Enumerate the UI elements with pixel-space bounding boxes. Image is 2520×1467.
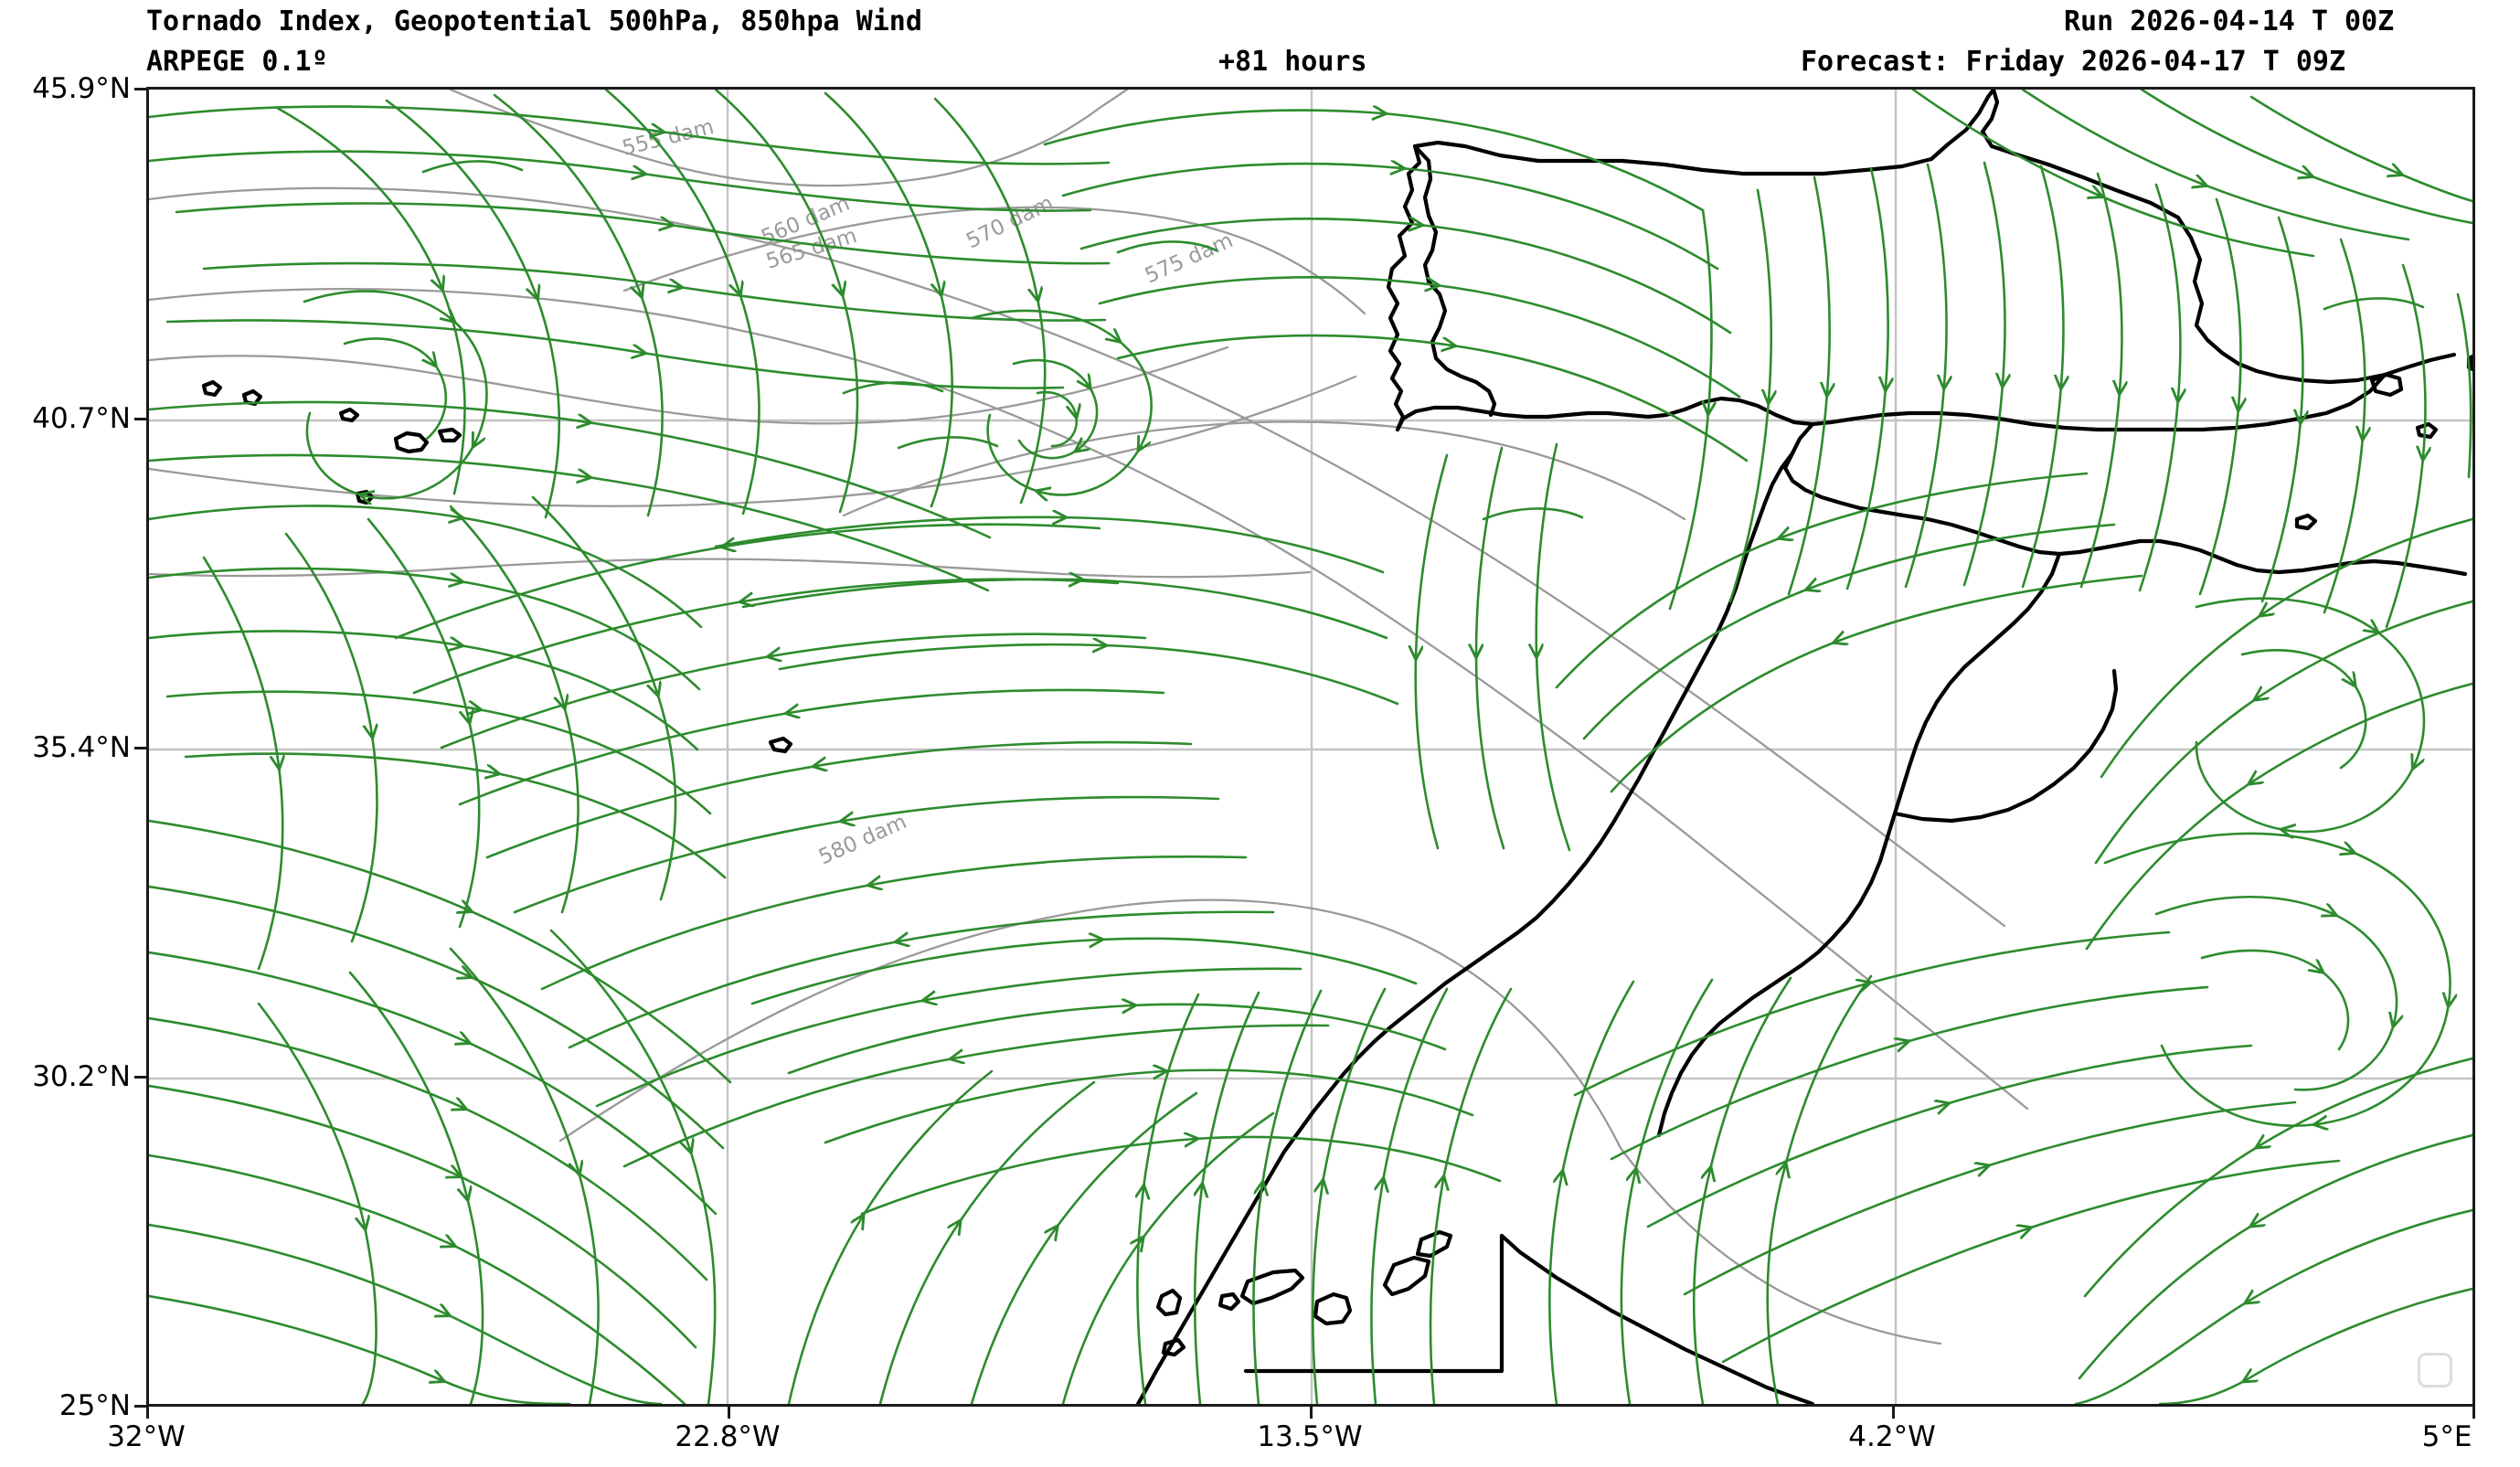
contour-label-570: 570 dam bbox=[962, 191, 1057, 253]
lead-time-label: +81 hours bbox=[1218, 46, 1367, 78]
y-tickmark-3 bbox=[134, 1076, 146, 1079]
model-label: ARPEGE 0.1º bbox=[146, 46, 328, 78]
y-tick-label-40-7: 40.7°N bbox=[32, 402, 131, 435]
y-tick-label-30-2: 30.2°N bbox=[32, 1060, 131, 1093]
map-plot-area[interactable]: 555 dam 560 dam 565 dam 570 dam 575 dam … bbox=[146, 87, 2475, 1407]
geopotential-contours bbox=[149, 90, 2029, 1345]
x-tickmark-2 bbox=[1310, 1407, 1313, 1419]
y-tickmark-1 bbox=[134, 418, 146, 420]
y-tickmark-4 bbox=[134, 1405, 146, 1408]
contour-label-575: 575 dam bbox=[1142, 229, 1237, 288]
x-tickmark-0 bbox=[146, 1407, 149, 1419]
run-timestamp-label: Run 2026-04-14 T 00Z bbox=[2064, 5, 2395, 37]
x-tick-label-32w: 32°W bbox=[107, 1420, 186, 1453]
page-title: Tornado Index, Geopotential 500hPa, 850h… bbox=[146, 5, 922, 37]
y-tick-label-25: 25°N bbox=[58, 1389, 131, 1422]
map-header: Tornado Index, Geopotential 500hPa, 850h… bbox=[0, 0, 2520, 87]
y-tick-label-35-4: 35.4°N bbox=[32, 731, 131, 764]
y-tickmark-2 bbox=[134, 747, 146, 749]
x-tickmark-1 bbox=[728, 1407, 730, 1419]
y-tickmark-0 bbox=[134, 88, 146, 90]
x-tickmark-3 bbox=[1892, 1407, 1895, 1419]
x-tick-label-4-2w: 4.2°W bbox=[1848, 1420, 1936, 1453]
contour-label-580: 580 dam bbox=[815, 810, 910, 869]
x-tickmark-4 bbox=[2472, 1407, 2475, 1419]
coastlines bbox=[201, 90, 2472, 1404]
y-tick-label-45-9: 45.9°N bbox=[32, 72, 131, 105]
forecast-valid-label: Forecast: Friday 2026-04-17 T 09Z bbox=[1801, 46, 2346, 78]
x-tick-label-5e: 5°E bbox=[2421, 1420, 2472, 1453]
x-tick-label-13-5w: 13.5°W bbox=[1257, 1420, 1363, 1453]
map-canvas: 555 dam 560 dam 565 dam 570 dam 575 dam … bbox=[149, 90, 2472, 1404]
wind-streamlines bbox=[149, 90, 2472, 1404]
x-tick-label-22-8w: 22.8°W bbox=[675, 1420, 781, 1453]
corner-badge-icon[interactable] bbox=[2418, 1353, 2452, 1387]
